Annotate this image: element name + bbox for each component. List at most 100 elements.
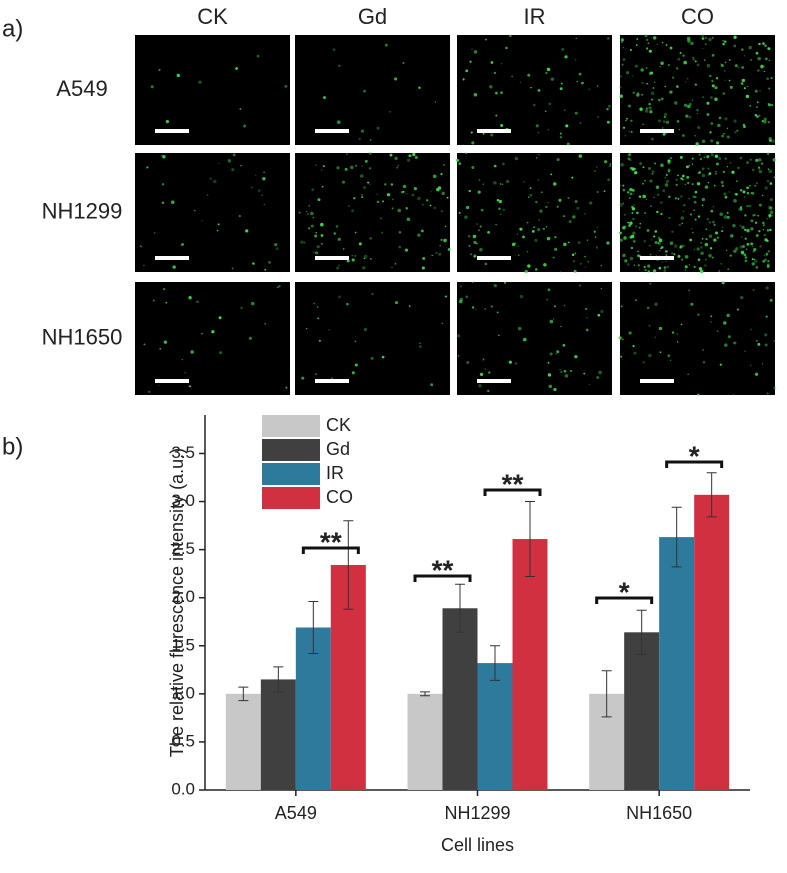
fluorescent-spot — [261, 194, 263, 196]
fluorescent-spot — [676, 85, 679, 88]
fluorescent-spot — [619, 238, 623, 242]
fluorescent-spot — [688, 197, 691, 200]
significance-label: ** — [432, 554, 454, 585]
significance-label: ** — [320, 526, 342, 557]
fluorescent-spot — [594, 236, 597, 238]
fluorescent-spot — [165, 301, 168, 304]
fluorescent-spot — [310, 211, 314, 216]
fluorescent-spot — [723, 70, 726, 72]
fluorescent-spot — [584, 213, 586, 215]
fluorescent-spot — [478, 384, 482, 388]
fluorescent-spot — [748, 204, 752, 208]
fluorescent-spot — [239, 108, 242, 110]
fluorescent-spot — [661, 246, 664, 249]
fluorescent-spot — [161, 201, 165, 204]
fluorescent-spot — [308, 227, 311, 230]
fluorescent-spot — [317, 317, 320, 320]
fluorescent-spot — [657, 241, 661, 245]
fluorescent-spot — [470, 253, 473, 256]
fluorescent-spot — [726, 212, 729, 214]
fluorescent-spot — [619, 231, 622, 235]
fluorescent-spot — [690, 41, 694, 46]
fluorescent-spot — [770, 214, 773, 217]
fluorescent-spot — [686, 175, 690, 179]
fluorescent-spot — [514, 362, 518, 365]
fluorescent-spot — [321, 185, 324, 188]
fluorescent-spot — [707, 167, 710, 170]
fluorescent-spot — [162, 155, 166, 159]
fluorescent-spot — [358, 137, 361, 140]
fluorescent-spot — [201, 333, 203, 335]
fluorescent-spot — [382, 200, 385, 203]
fluorescent-spot — [479, 247, 483, 252]
fluorescent-spot — [284, 84, 288, 88]
fluorescent-spot — [627, 263, 630, 266]
fluorescent-spot — [619, 85, 622, 89]
fluorescent-spot — [369, 183, 371, 185]
fluorescent-spot — [502, 208, 506, 211]
fluorescent-spot — [354, 164, 358, 167]
fluorescent-spot — [406, 158, 411, 162]
fluorescent-spot — [633, 193, 635, 195]
fluorescent-spot — [609, 163, 612, 165]
micrograph — [457, 34, 612, 146]
fluorescent-spot — [738, 207, 742, 211]
fluorescent-spot — [739, 245, 744, 249]
fluorescent-spot — [708, 253, 712, 258]
fluorescent-spot — [158, 68, 161, 72]
fluorescent-spot — [595, 166, 598, 168]
fluorescent-spot — [623, 213, 626, 216]
fluorescent-spot — [676, 333, 678, 335]
fluorescent-spot — [438, 252, 442, 256]
fluorescent-spot — [499, 183, 502, 185]
fluorescent-spot — [749, 105, 752, 107]
fluorescent-spot — [759, 245, 762, 248]
fluorescent-spot — [524, 269, 528, 274]
fluorescent-spot — [473, 254, 477, 258]
micrograph — [619, 33, 776, 146]
fluorescent-spot — [632, 345, 635, 348]
fluorescent-spot — [188, 296, 192, 300]
fluorescent-spot — [459, 285, 463, 288]
fluorescent-spot — [384, 183, 387, 186]
fluorescent-spot — [606, 108, 609, 111]
significance-bracket — [413, 574, 472, 582]
fluorescent-spot — [696, 112, 699, 115]
fluorescent-spot — [667, 64, 670, 66]
fluorescent-spot — [623, 253, 625, 255]
fluorescent-spot — [694, 60, 697, 63]
fluorescent-spot — [527, 264, 531, 268]
fluorescent-spot — [746, 242, 750, 246]
fluorescent-spot — [558, 198, 562, 202]
fluorescent-spot — [533, 226, 536, 229]
fluorescent-spot — [652, 269, 657, 273]
fluorescent-spot — [632, 217, 635, 221]
fluorescent-spot — [766, 392, 769, 395]
fluorescent-spot — [364, 159, 368, 163]
fluorescent-spot — [231, 267, 234, 270]
bar — [477, 663, 513, 790]
fluorescent-spot — [642, 123, 644, 126]
fluorescent-spot — [682, 174, 685, 178]
fluorescent-spot — [676, 341, 679, 343]
fluorescent-spot — [484, 368, 487, 370]
fluorescent-spot — [668, 195, 671, 198]
fluorescent-spot — [764, 258, 768, 262]
fluorescent-spot — [622, 202, 625, 205]
fluorescent-spot — [556, 350, 560, 354]
fluorescent-spot — [709, 247, 713, 250]
fluorescent-spot — [691, 183, 694, 186]
fluorescent-spot — [553, 305, 556, 308]
fluorescent-spot — [662, 120, 666, 124]
fluorescent-spot — [766, 152, 770, 155]
fluorescent-spot — [696, 108, 699, 112]
y-axis-label: The relative flurescence intensity (a.u.… — [167, 448, 187, 757]
fluorescent-spot — [717, 123, 721, 128]
fluorescent-spot — [718, 270, 721, 272]
fluorescent-spot — [644, 109, 649, 113]
fluorescent-spot — [351, 209, 355, 213]
y-tick-label: 1.5 — [171, 635, 195, 654]
fluorescent-spot — [667, 354, 671, 358]
fluorescent-spot — [700, 251, 704, 255]
fluorescent-spot — [572, 259, 576, 263]
